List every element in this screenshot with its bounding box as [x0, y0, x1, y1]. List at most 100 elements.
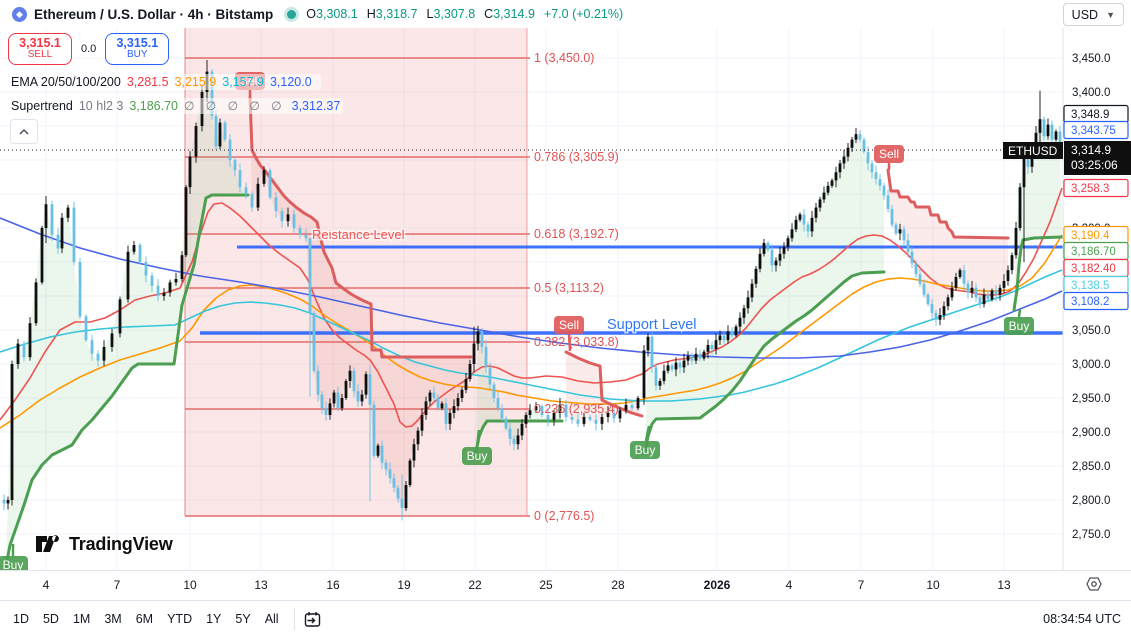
supertrend-fill: [6, 71, 248, 566]
axis-value-label: 3,348.9: [1063, 104, 1129, 124]
sell-button[interactable]: 3,315.1 SELL: [8, 33, 72, 65]
ema-values: 3,281.5 3,215.9 3,157.9 3,120.0: [127, 75, 318, 89]
collapse-indicators-button[interactable]: [10, 119, 38, 144]
ema20-line: [0, 187, 1063, 428]
buy-signal-label: Buy: [630, 425, 660, 459]
high-value: 3,318.7: [375, 7, 418, 21]
low-value: 3,307.8: [433, 7, 476, 21]
axis-value-label: 3,190.4: [1063, 225, 1129, 245]
sell-signal-label: Sell: [874, 145, 904, 170]
supertrend-up-line: [643, 270, 886, 454]
price-tick: 3,000.0: [1072, 359, 1110, 371]
resistance-label: Reistance Level: [312, 227, 405, 242]
fib-label: 0.236 (2,935.4): [534, 402, 619, 416]
supertrend-down-line: [564, 350, 644, 418]
go-to-date-button[interactable]: [303, 610, 322, 629]
buy-signal-label: Buy: [462, 429, 492, 465]
ema-value: 3,215.9: [174, 75, 217, 89]
axis-value-label: 3,138.5: [1063, 275, 1129, 295]
gear-icon: [1086, 577, 1102, 591]
toolbar-divider: [293, 608, 295, 630]
time-tick: 10: [926, 578, 940, 592]
price-tick: 2,850.0: [1072, 461, 1110, 473]
range-button-5y[interactable]: 5Y: [235, 612, 251, 626]
time-tick: 4: [42, 578, 50, 592]
range-button-1d[interactable]: 1D: [13, 612, 29, 626]
range-button-3m[interactable]: 3M: [104, 612, 122, 626]
supertrend-up-line: [4, 193, 250, 568]
change-value: +7.0 (+0.21%): [543, 7, 624, 21]
fib-label: 0.5 (3,113.2): [534, 281, 604, 295]
axis-value-label: 3,108.2: [1063, 291, 1129, 311]
svg-text:Buy: Buy: [467, 449, 488, 463]
price-tick: 2,900.0: [1072, 427, 1110, 439]
currency-dropdown[interactable]: USD ▼: [1062, 3, 1124, 26]
spread-value: 0.0: [81, 43, 97, 55]
range-button-all[interactable]: All: [264, 612, 279, 626]
price-tick: 2,800.0: [1072, 495, 1110, 507]
supertrend-up-line: [1012, 235, 1063, 312]
time-axis[interactable]: 4 7 10 13 16 19 22 25 28 2026 4 7 10 13: [0, 570, 1131, 601]
fib-label: 1 (3,450.0): [534, 51, 594, 65]
supertrend-down-line: [248, 96, 473, 359]
range-button-5d[interactable]: 5D: [42, 612, 59, 626]
tradingview-logo[interactable]: TradingView: [36, 533, 173, 555]
candles-layer: [2, 60, 1062, 521]
svg-text:3,138.5: 3,138.5: [1071, 280, 1109, 292]
fib-label: 0.382 (3,033.8): [534, 335, 619, 349]
supertrend-fill: [1014, 119, 1062, 310]
axis-value-label: 3,258.3: [1063, 178, 1129, 198]
calendar-icon: [304, 611, 320, 627]
bottom-toolbar: 1D 5D 1M 3M 6M YTD 1Y 5Y All 08:34:54 UTC: [0, 600, 1131, 636]
axis-value-label: 3,182.40: [1063, 258, 1129, 278]
time-tick: 13: [254, 578, 268, 592]
ema50-line: [0, 234, 1063, 429]
price-axis[interactable]: 3,450.03,400.03,200.03,050.03,000.02,950…: [1003, 28, 1131, 570]
clock-utc[interactable]: 08:34:54 UTC: [1043, 612, 1121, 626]
svg-text:3,108.2: 3,108.2: [1071, 296, 1109, 308]
time-tick: 22: [468, 578, 482, 592]
time-tick: 28: [611, 578, 625, 592]
trade-panel: 3,315.1 SELL 0.0 3,315.1 BUY: [8, 33, 170, 65]
time-tick: 4: [785, 578, 793, 592]
price-tick: 3,050.0: [1072, 325, 1110, 337]
chart-header: ◆ Ethereum / U.S. Dollar · 4h · Bitstamp…: [0, 0, 1131, 28]
ema-status-row[interactable]: EMA 20/50/100/200 3,281.5 3,215.9 3,157.9 3…: [8, 74, 321, 90]
chevron-up-icon: [19, 128, 29, 135]
supertrend-status-row[interactable]: Supertrend 10 hl2 3 3,186.70 ∅ ∅ ∅ ∅ ∅ 3…: [8, 98, 344, 114]
close-value: 3,314.9: [493, 7, 535, 21]
svg-text:Buy: Buy: [635, 443, 656, 457]
axis-settings-button[interactable]: [1085, 575, 1103, 598]
svg-text:3,182.40: 3,182.40: [1071, 263, 1116, 275]
symbol-title[interactable]: Ethereum / U.S. Dollar · 4h · Bitstamp: [34, 6, 274, 22]
price-tick: 3,400.0: [1072, 87, 1110, 99]
market-status-icon[interactable]: [287, 9, 297, 19]
supertrend-value1: 3,186.70: [129, 99, 179, 113]
svg-text:3,190.4: 3,190.4: [1071, 230, 1110, 242]
svg-text:Buy: Buy: [1009, 319, 1030, 333]
svg-text:Sell: Sell: [879, 147, 899, 161]
time-tick: 2026: [703, 578, 731, 592]
range-button-ytd[interactable]: YTD: [167, 612, 193, 626]
time-tick: 7: [113, 578, 121, 592]
chart-canvas[interactable]: Reistance Level Support Level 1 (3,450.0) 0…: [0, 0, 1131, 600]
range-button-6m[interactable]: 6M: [135, 612, 154, 626]
svg-text:3,258.3: 3,258.3: [1071, 183, 1109, 195]
ohlc-readout: O3,308.1 H3,318.7 L3,307.8 C3,314.9 +7.0…: [306, 7, 624, 21]
svg-text:ETHUSD: ETHUSD: [1008, 144, 1058, 158]
fib-label: 0.786 (3,305.9): [534, 150, 619, 164]
buy-button[interactable]: 3,315.1 BUY: [105, 33, 170, 65]
chevron-down-icon: ▼: [1106, 9, 1115, 20]
open-value: 3,308.1: [316, 7, 358, 21]
ema100-line: [0, 269, 1063, 402]
last-price-label: ETHUSD 3,314.903:25:06: [1003, 141, 1131, 175]
ema-value: 3,281.5: [126, 75, 169, 89]
time-tick: 7: [857, 578, 865, 592]
fib-label: 0.618 (3,192.7): [534, 227, 619, 241]
support-label: Support Level: [607, 317, 696, 333]
range-button-1m[interactable]: 1M: [72, 612, 91, 626]
buy-signal-label: Buy: [1004, 308, 1034, 335]
time-tick: 19: [397, 578, 411, 592]
range-button-1y[interactable]: 1Y: [206, 612, 222, 626]
price-tick: 2,750.0: [1072, 529, 1110, 541]
